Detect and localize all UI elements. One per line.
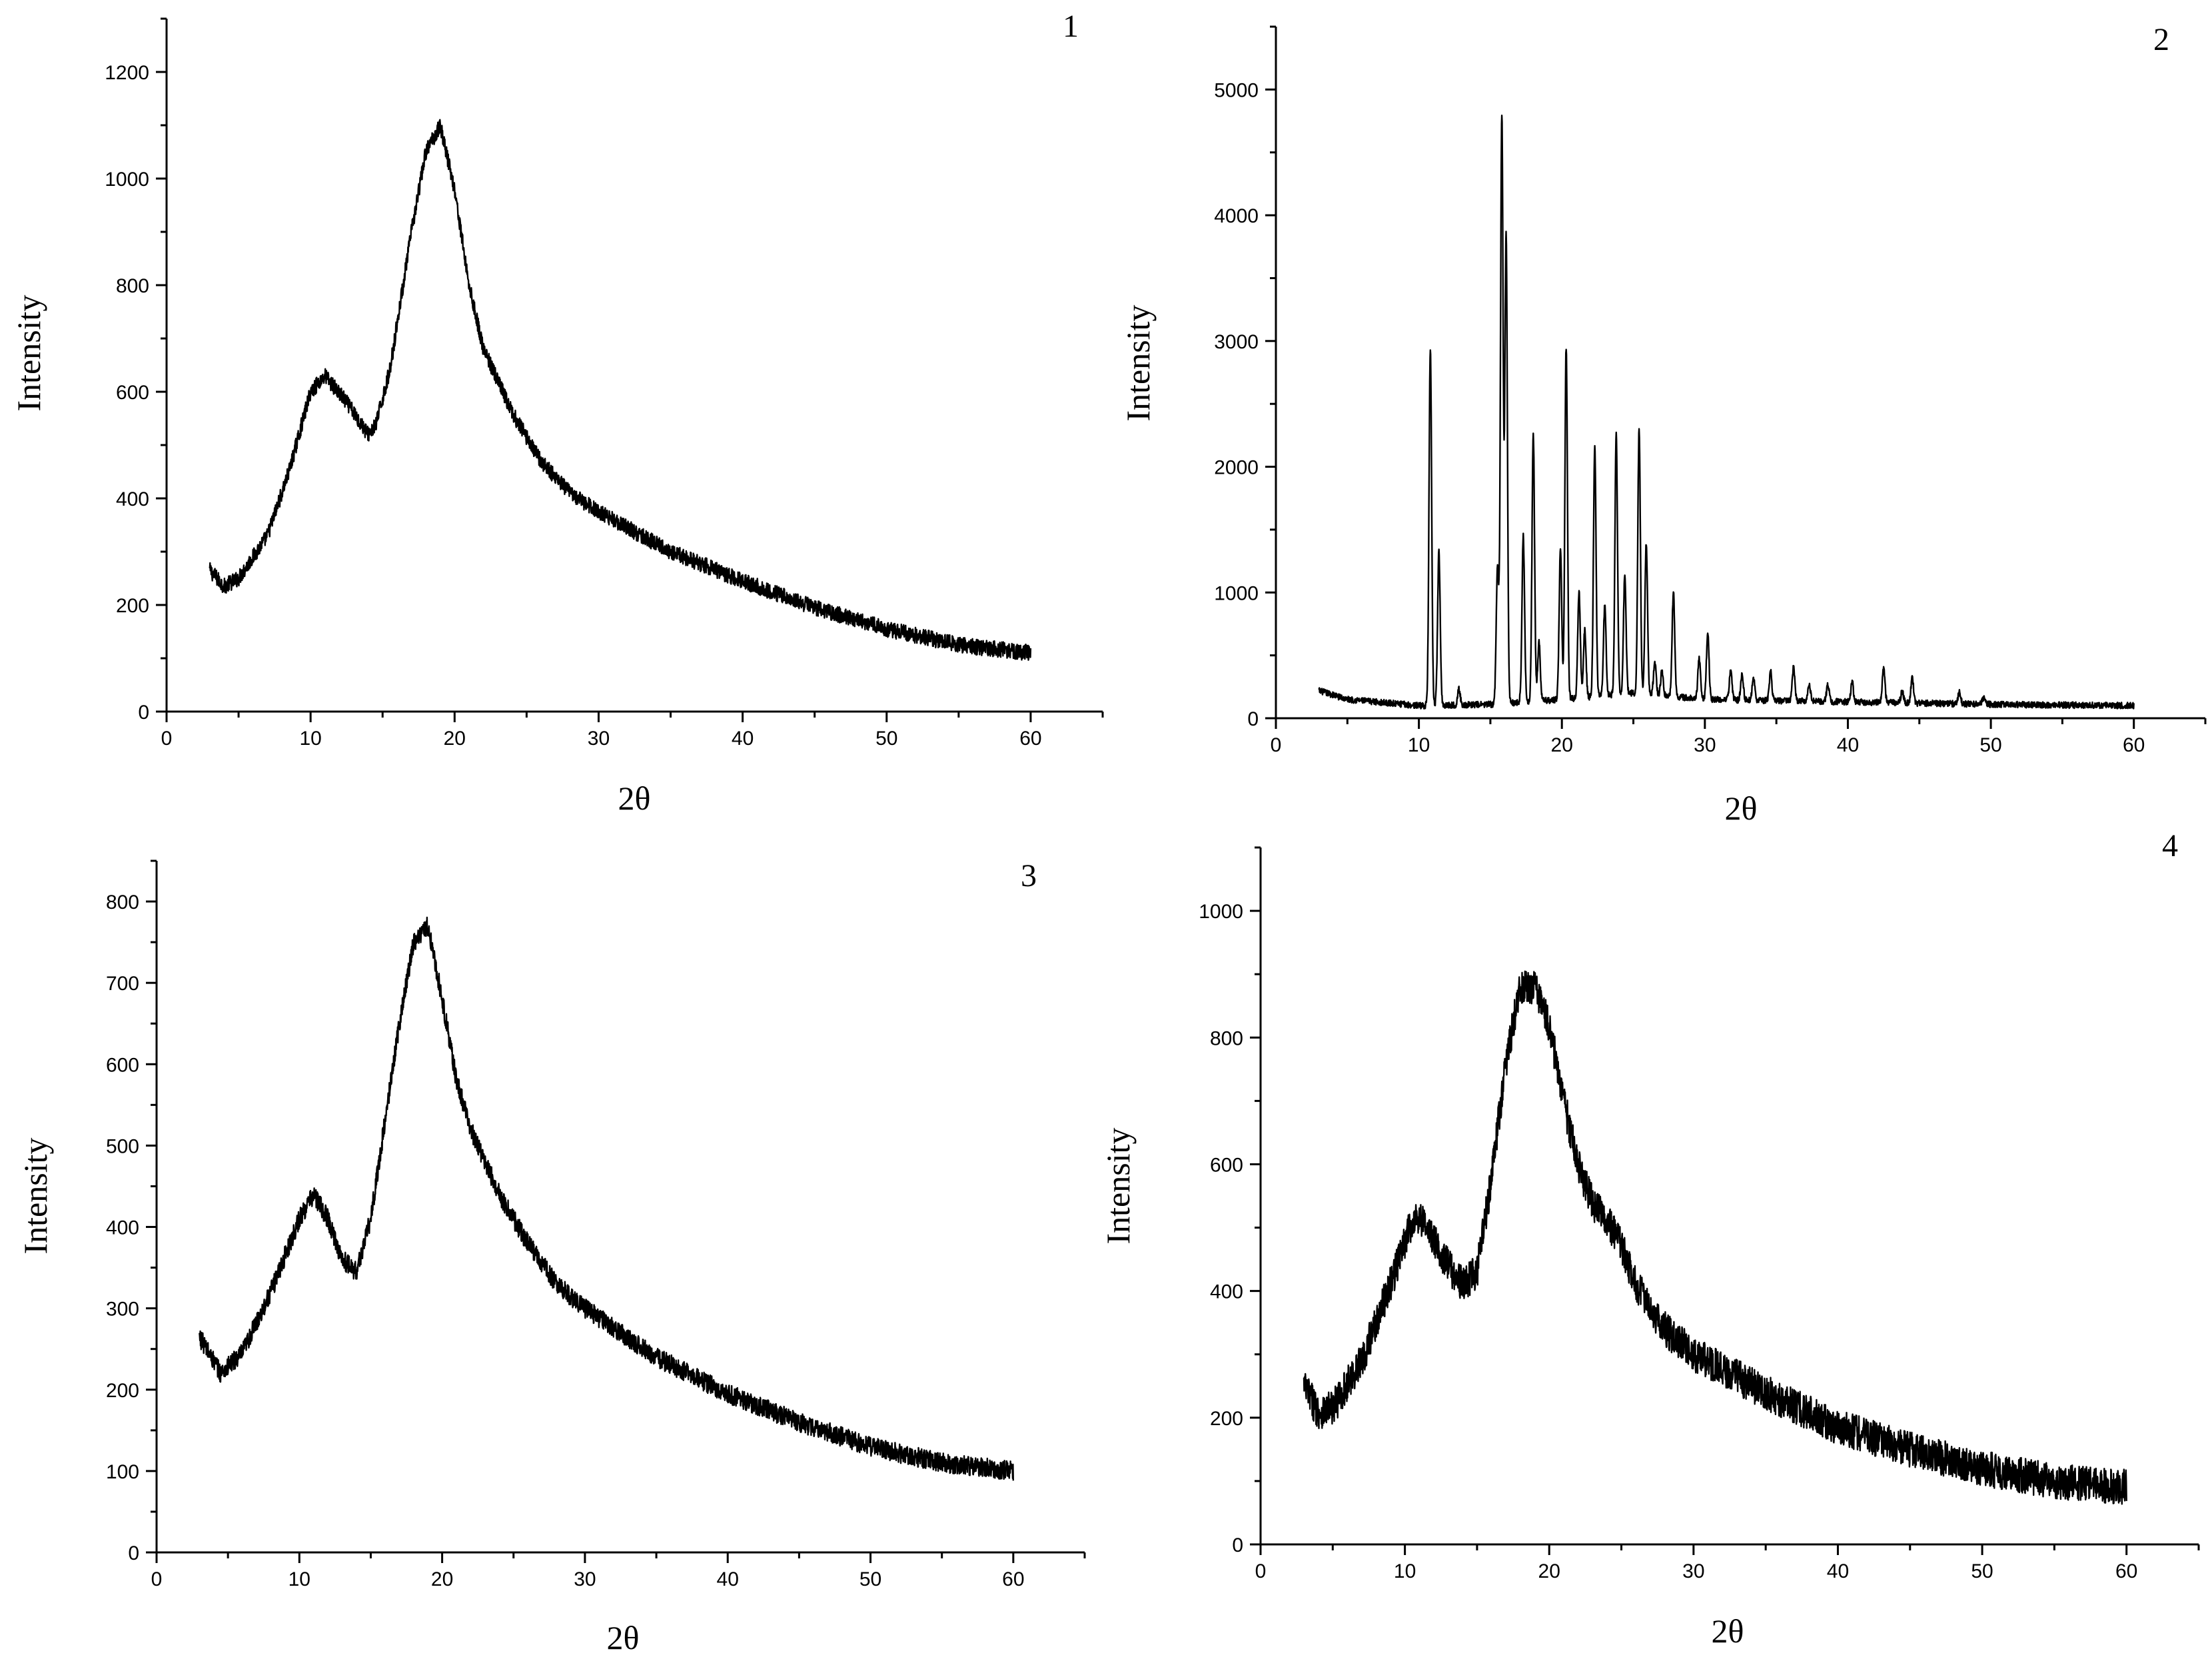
x-tick-label: 0 bbox=[151, 1568, 163, 1590]
y-tick-label: 400 bbox=[106, 1217, 139, 1239]
y-tick-label: 0 bbox=[128, 1542, 139, 1564]
y-tick-label: 0 bbox=[1232, 1534, 1243, 1556]
data-series-line bbox=[1303, 970, 2127, 1505]
x-tick-label: 50 bbox=[875, 728, 897, 750]
x-tick-label: 40 bbox=[1827, 1560, 1849, 1582]
x-tick-label: 60 bbox=[2123, 734, 2145, 756]
x-tick-label: 10 bbox=[288, 1568, 310, 1590]
y-tick-label: 600 bbox=[106, 1054, 139, 1076]
y-tick-label: 800 bbox=[1210, 1027, 1243, 1049]
y-tick-label: 800 bbox=[116, 275, 149, 297]
x-tick-label: 0 bbox=[161, 728, 173, 750]
x-axis-title: 2θ bbox=[1725, 790, 1758, 827]
x-tick-label: 10 bbox=[1394, 1560, 1416, 1582]
y-tick-label: 1200 bbox=[105, 62, 149, 84]
y-tick-label: 400 bbox=[1210, 1281, 1243, 1303]
x-tick-label: 50 bbox=[859, 1568, 881, 1590]
y-tick-label: 600 bbox=[116, 382, 149, 404]
x-tick-label: 0 bbox=[1271, 734, 1282, 756]
chart-panel-4: 4 Intensity 2θ 0 10 20 30 40 50 60020040060080… bbox=[1099, 828, 2200, 1650]
x-tick-label: 50 bbox=[1971, 1560, 1993, 1582]
chart-panel-2: 2 Intensity 2θ 0 10 20 30 40 50 60 0 1000 2000 300… bbox=[1119, 22, 2207, 827]
y-tick-label: 700 bbox=[106, 973, 139, 995]
y-tick-label: 200 bbox=[116, 595, 149, 617]
y-tick-label: 0 bbox=[1247, 708, 1259, 730]
x-tick-label: 20 bbox=[1538, 1560, 1560, 1582]
y-tick-label: 1000 bbox=[1199, 901, 1243, 923]
x-tick-label: 60 bbox=[2115, 1560, 2137, 1582]
x-axis-title: 2θ bbox=[607, 1619, 640, 1656]
x-tick-label: 20 bbox=[431, 1568, 453, 1590]
x-tick-label: 50 bbox=[1979, 734, 2001, 756]
y-tick-label: 3000 bbox=[1214, 331, 1259, 353]
y-axis-title: Intensity bbox=[10, 295, 47, 412]
x-tick-label: 20 bbox=[1551, 734, 1573, 756]
y-tick-label: 0 bbox=[138, 702, 149, 724]
x-tick-label: 10 bbox=[299, 728, 321, 750]
chart-panel-3: 3 Intensity 2θ 0 10 20 30 40 50 60010020030040… bbox=[17, 858, 1086, 1656]
y-axis-title: Intensity bbox=[1099, 1128, 1137, 1245]
x-tick-label: 30 bbox=[1682, 1560, 1704, 1582]
x-axis-title: 2θ bbox=[1712, 1612, 1744, 1650]
data-series-line bbox=[209, 119, 1032, 661]
panel-label: 4 bbox=[2162, 828, 2178, 863]
x-tick-label: 40 bbox=[732, 728, 754, 750]
panel-label: 2 bbox=[2153, 22, 2169, 57]
y-axis-title: Intensity bbox=[1119, 305, 1157, 422]
y-tick-label: 4000 bbox=[1214, 205, 1259, 227]
y-tick-label: 200 bbox=[106, 1380, 139, 1402]
x-tick-label: 0 bbox=[1255, 1560, 1267, 1582]
y-axis-title: Intensity bbox=[17, 1138, 54, 1255]
x-axis-title: 2θ bbox=[618, 780, 651, 817]
y-tick-label: 200 bbox=[1210, 1408, 1243, 1430]
x-tick-label: 60 bbox=[1019, 728, 1041, 750]
x-tick-label: 10 bbox=[1408, 734, 1430, 756]
x-tick-label: 30 bbox=[1694, 734, 1716, 756]
y-tick-label: 500 bbox=[106, 1135, 139, 1157]
panel-label: 3 bbox=[1021, 858, 1037, 893]
x-tick-label: 60 bbox=[1002, 1568, 1024, 1590]
chart-panel-1: 1 Intensity 2θ 0 10 20 30 40 50 60020040060080… bbox=[10, 9, 1104, 817]
data-series-line bbox=[1318, 115, 2135, 710]
x-tick-label: 30 bbox=[588, 728, 610, 750]
y-tick-label: 1000 bbox=[1214, 582, 1259, 604]
x-tick-label: 40 bbox=[1837, 734, 1859, 756]
y-tick-label: 800 bbox=[106, 891, 139, 913]
y-tick-label: 300 bbox=[106, 1299, 139, 1321]
data-series-line bbox=[199, 916, 1014, 1481]
y-tick-label: 600 bbox=[1210, 1154, 1243, 1176]
y-tick-label: 2000 bbox=[1214, 457, 1259, 479]
y-tick-label: 400 bbox=[116, 488, 149, 510]
panel-label: 1 bbox=[1063, 9, 1079, 44]
y-tick-label: 1000 bbox=[105, 169, 149, 191]
x-tick-label: 40 bbox=[717, 1568, 739, 1590]
y-tick-label: 5000 bbox=[1214, 79, 1259, 101]
y-tick-label: 100 bbox=[106, 1461, 139, 1483]
x-tick-label: 30 bbox=[574, 1568, 596, 1590]
x-tick-label: 20 bbox=[444, 728, 466, 750]
